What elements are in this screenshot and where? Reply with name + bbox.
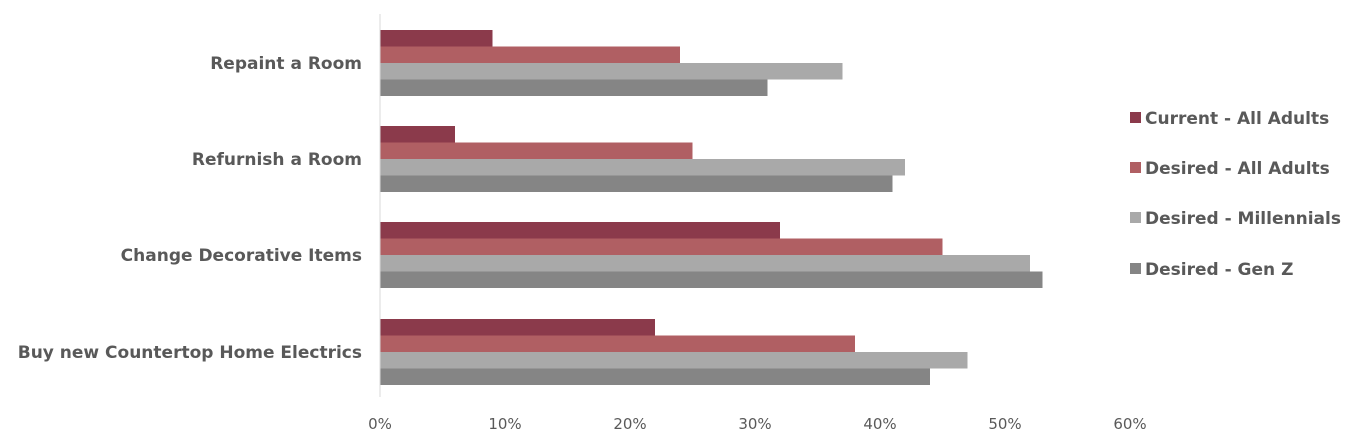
bar-3-2 [380,159,905,176]
legend-swatch [1130,263,1141,274]
x-tick-label: 30% [738,415,771,433]
x-tick-label: 0% [368,415,392,433]
bars-group [380,30,1043,385]
bar-3-4 [380,352,968,369]
legend-label: Current - All Adults [1145,109,1329,129]
x-tick-label: 50% [988,415,1021,433]
category-label: Repaint a Room [210,54,362,74]
bar-4-1 [380,79,768,96]
category-label: Buy new Countertop Home Electrics [18,343,362,363]
category-label: Refurnish a Room [192,150,362,170]
bar-1-3 [380,222,780,239]
bar-2-4 [380,335,855,352]
x-tick-label: 40% [863,415,896,433]
category-label: Change Decorative Items [121,246,362,266]
bar-2-1 [380,46,680,63]
legend-label: Desired - Gen Z [1145,260,1293,280]
bar-3-3 [380,255,1030,272]
x-tick-label: 20% [613,415,646,433]
x-tick-label: 10% [488,415,521,433]
x-tick-label: 60% [1113,415,1146,433]
category-labels: Repaint a Room Refurnish a Room Change Dec… [18,54,362,363]
legend-swatch [1130,162,1141,173]
bar-4-2 [380,175,893,192]
bar-2-2 [380,142,693,159]
legend-swatch [1130,212,1141,223]
legend: Current - All Adults Desired - All Adults… [1130,109,1341,280]
legend-label: Desired - All Adults [1145,159,1330,179]
bar-2-3 [380,238,943,255]
x-tick-labels: 0% 10% 20% 30% 40% 50% 60% [368,415,1147,433]
bar-1-2 [380,126,455,143]
bar-4-4 [380,368,930,385]
bar-4-3 [380,271,1043,288]
bar-1-1 [380,30,493,47]
legend-label: Desired - Millennials [1145,209,1341,229]
bar-3-1 [380,63,843,80]
legend-swatch [1130,112,1141,123]
bar-1-4 [380,319,655,336]
